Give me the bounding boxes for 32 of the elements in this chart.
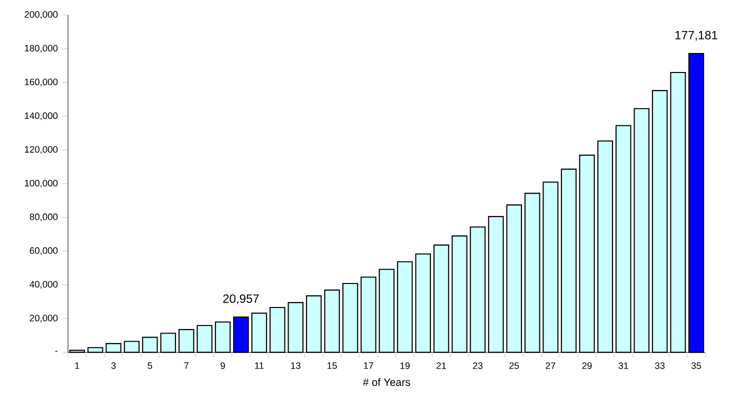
x-tick-label: 17 xyxy=(364,362,374,369)
x-tick-label: 25 xyxy=(509,362,519,369)
x-tick-label: 15 xyxy=(328,362,337,369)
x-tick-label: 21 xyxy=(436,362,446,369)
y-tick-label: 100,000 xyxy=(24,180,58,188)
y-tick-label: - xyxy=(55,350,58,352)
y-tick-label: 60,000 xyxy=(30,247,58,255)
x-tick-label: 33 xyxy=(654,362,665,369)
x-tick-label: 11 xyxy=(255,362,264,369)
x-tick-label: 19 xyxy=(400,362,410,369)
y-tick-label: 180,000 xyxy=(24,44,58,53)
y-tick-label: 200,000 xyxy=(24,11,58,19)
x-tick-label: 23 xyxy=(472,362,482,369)
x-tick-label: 29 xyxy=(582,362,592,369)
data-label: 20,957 xyxy=(223,294,259,304)
y-tick-label: 80,000 xyxy=(30,214,58,222)
x-tick-label: 9 xyxy=(220,362,225,369)
y-tick-label: 120,000 xyxy=(24,146,58,154)
x-tick-label: 13 xyxy=(291,362,300,369)
x-tick-label: 5 xyxy=(148,362,152,369)
x-tick-label: 35 xyxy=(691,362,702,369)
x-tick-label: 31 xyxy=(618,362,628,369)
x-axis-title: # of Years xyxy=(362,378,410,386)
x-tick-label: 3 xyxy=(111,362,116,369)
x-tick-label: 1 xyxy=(75,362,80,369)
y-tick-label: 140,000 xyxy=(24,112,58,120)
y-tick-label: 20,000 xyxy=(30,314,58,322)
x-tick-label: 27 xyxy=(546,362,556,369)
y-tick-label: 160,000 xyxy=(24,78,58,86)
x-tick-label: 7 xyxy=(184,362,188,369)
y-tick-label: 40,000 xyxy=(30,281,58,289)
data-label: 177,181 xyxy=(675,30,718,41)
